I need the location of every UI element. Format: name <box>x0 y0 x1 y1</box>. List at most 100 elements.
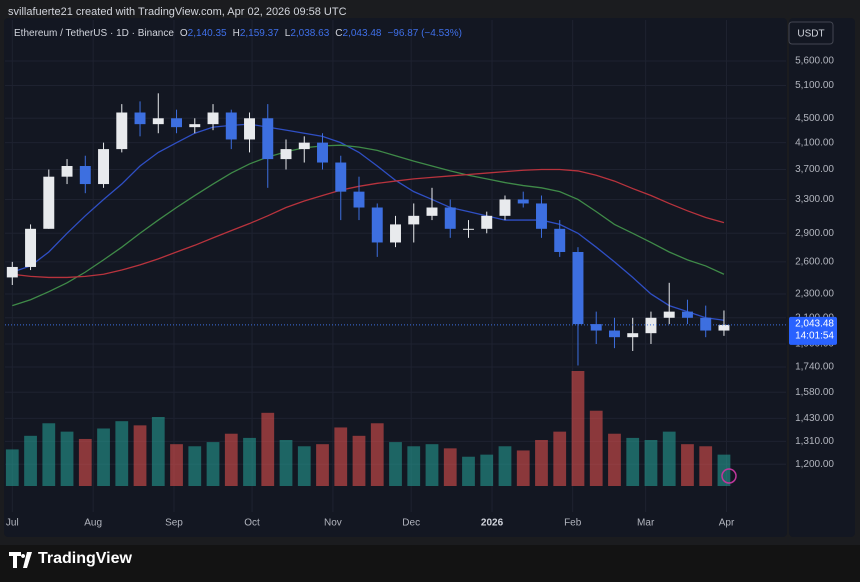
volume-bar <box>699 446 713 486</box>
y-tick-label: 1,430.00 <box>795 413 834 424</box>
ohlc-label: L <box>284 28 291 39</box>
candle-body <box>134 112 146 125</box>
volume-bar <box>115 421 129 486</box>
volume-bar <box>553 431 567 486</box>
candle-body <box>499 199 511 216</box>
change: −96.87 (−4.53%) <box>387 28 462 39</box>
candle-body <box>627 333 639 338</box>
candle-body <box>61 165 73 177</box>
ohlc-item: C2,043.48 <box>335 28 381 39</box>
candle-body <box>371 207 383 243</box>
volume-bar <box>389 442 402 486</box>
volume-bar <box>370 423 384 486</box>
candle-body <box>353 191 365 208</box>
candle-body <box>700 317 712 331</box>
candle-body <box>25 228 37 267</box>
ohlc-value: 2,140.35 <box>187 28 227 39</box>
volume-bar <box>352 435 366 486</box>
y-tick-label: 1,740.00 <box>795 362 834 373</box>
volume-bar <box>571 371 585 486</box>
y-tick-label: 3,700.00 <box>795 164 834 175</box>
volume-bar <box>425 444 439 486</box>
chart: USDT 5,600.00 5,100.00 4,500.00 4,100.00 3,7… <box>4 18 855 537</box>
symbol: Ethereum / TetherUS · 1D · Binance <box>14 28 174 39</box>
moving-average <box>12 168 725 279</box>
ohlc-label: O <box>179 28 188 39</box>
x-tick-label: 2026 <box>481 518 504 529</box>
price-axis-panel <box>789 18 855 537</box>
ohlc-item: O2,140.35 <box>180 28 227 39</box>
x-tick-label: Aug <box>84 518 102 529</box>
y-tick-label: 3,300.00 <box>795 194 834 205</box>
candle-body <box>536 203 547 229</box>
candle-body <box>171 118 183 128</box>
volume-bar <box>279 440 293 486</box>
ohlc-value: 2,043.48 <box>342 28 382 39</box>
volume-bar <box>535 440 548 486</box>
candle-body <box>335 162 347 192</box>
last-price-tag <box>789 316 837 345</box>
x-tick-label: Feb <box>564 518 582 529</box>
volume-bar <box>443 448 457 486</box>
candle-body <box>79 165 91 185</box>
candle-body <box>152 118 164 125</box>
countdown: 14:01:54 <box>795 331 834 342</box>
volume-bar <box>42 423 56 486</box>
y-tick-label: 2,600.00 <box>795 257 834 268</box>
x-tick-label: Apr <box>719 518 735 529</box>
brand[interactable]: TradingView <box>38 550 133 567</box>
volume-bar <box>5 449 19 486</box>
chart-panel <box>4 18 787 537</box>
candle-body <box>608 330 620 338</box>
x-tick-label: Oct <box>244 518 260 529</box>
y-tick-label: 5,100.00 <box>795 80 834 91</box>
candle-body <box>189 124 201 128</box>
candle-body <box>444 207 456 229</box>
volume-bar <box>662 431 676 486</box>
footer-bg <box>0 545 860 582</box>
candle-body <box>718 324 730 331</box>
ohlc-item: H2,159.37 <box>233 28 279 39</box>
volume-bar <box>60 431 74 486</box>
volume-bar <box>170 444 183 486</box>
volume-bar <box>316 444 329 486</box>
candle-body <box>463 228 474 230</box>
ohlc-label: H <box>232 28 240 39</box>
candle-body <box>43 176 55 229</box>
currency-box <box>788 21 834 45</box>
volume-bar <box>224 433 238 486</box>
attribution: svillafuerte21 created with TradingView.… <box>8 6 347 18</box>
alert-icon[interactable] <box>721 468 737 484</box>
volume-bar <box>334 427 348 486</box>
volume-bar <box>297 446 311 486</box>
candle-body <box>663 311 675 318</box>
volume-bar <box>133 425 147 486</box>
volume-bar <box>608 433 621 486</box>
volume-bar <box>243 437 256 486</box>
candle-body <box>481 215 493 229</box>
volume-bar <box>97 428 110 486</box>
candle-body <box>6 266 18 278</box>
candle-body <box>572 251 584 325</box>
volume-bar <box>480 454 494 486</box>
volume-bar <box>261 412 275 486</box>
candle-body <box>681 311 693 318</box>
candle-body <box>426 207 438 216</box>
x-tick-label: Jul <box>6 518 19 529</box>
ohlc-label: C <box>335 28 343 39</box>
y-tick-label: 1,310.00 <box>795 436 834 447</box>
volume-bar <box>462 456 475 486</box>
y-tick-label: 2,300.00 <box>795 289 834 300</box>
volume-bar <box>206 442 220 486</box>
candle-body <box>244 118 255 140</box>
volume-bar <box>188 446 202 486</box>
ohlc-value: 2,159.37 <box>239 28 279 39</box>
x-tick-label: Mar <box>637 518 655 529</box>
candle-body <box>554 228 566 252</box>
y-tick-label: 1,200.00 <box>795 459 834 470</box>
volume-bar <box>24 435 37 486</box>
x-tick-label: Sep <box>165 518 183 529</box>
volume-bar <box>516 450 530 486</box>
moving-average <box>12 144 725 307</box>
